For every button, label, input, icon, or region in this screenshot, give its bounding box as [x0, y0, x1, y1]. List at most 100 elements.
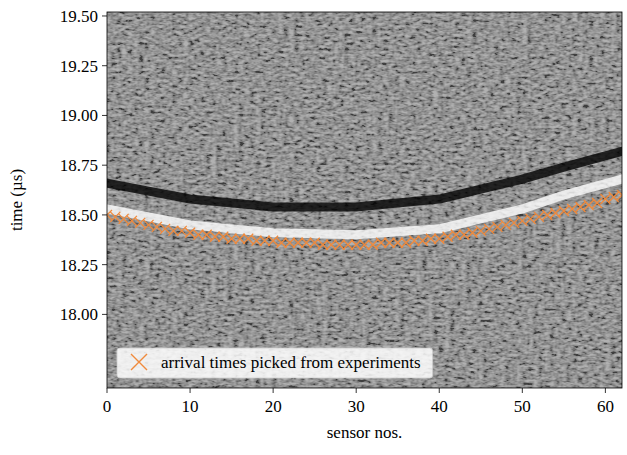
arrival-marker: [177, 226, 187, 236]
arrival-marker: [484, 224, 494, 234]
arrival-marker: [335, 240, 345, 250]
arrival-marker: [318, 240, 328, 250]
arrival-marker: [517, 216, 527, 226]
arrival-marker: [418, 236, 428, 246]
y-tick-label: 18.25: [60, 256, 98, 275]
arrival-marker: [443, 232, 453, 242]
arrival-marker: [127, 216, 137, 226]
arrival-marker: [551, 208, 561, 218]
legend: arrival times picked from experiments: [117, 348, 433, 378]
y-tick: [102, 65, 107, 66]
arrival-marker: [526, 214, 536, 224]
arrival-marker: [467, 228, 477, 238]
x-tick-label: 50: [514, 397, 531, 416]
arrival-marker: [559, 206, 569, 216]
y-tick: [102, 165, 107, 166]
arrival-marker: [584, 200, 594, 210]
arrival-marker: [268, 236, 278, 246]
arrival-marker: [252, 236, 262, 246]
x-axis-title: sensor nos.: [327, 423, 403, 442]
wavefront-band: [107, 179, 622, 235]
arrival-marker: [542, 210, 552, 220]
arrival-marker: [210, 232, 220, 242]
x-tick-label: 60: [597, 397, 614, 416]
x-tick: [190, 388, 191, 393]
arrival-marker: [376, 238, 386, 248]
image-background: [107, 12, 622, 388]
y-tick: [102, 115, 107, 116]
chart: 0 10 20 30 40 50 60 18.00 18.25 18.50 18.75 19.00 19…: [0, 0, 627, 455]
y-tick-label: 19.00: [60, 106, 98, 125]
arrival-marker: [451, 230, 461, 240]
arrival-marker: [434, 234, 444, 244]
arrival-marker: [617, 190, 622, 200]
arrival-marker: [326, 240, 336, 250]
arrival-marker: [575, 202, 585, 212]
arrival-marker: [409, 236, 419, 246]
arrival-marker: [401, 238, 411, 248]
arrival-marker: [534, 212, 544, 222]
arrival-marker: [476, 226, 486, 236]
arrival-marker: [459, 230, 469, 240]
arrival-marker: [600, 194, 610, 204]
legend-marker: [131, 354, 147, 370]
arrival-marker: [243, 234, 253, 244]
arrival-marker: [185, 228, 195, 238]
arrival-marker: [160, 224, 170, 234]
arrival-marker: [567, 204, 577, 214]
x-tick: [107, 388, 108, 393]
arrival-marker: [276, 238, 286, 248]
arrival-marker: [119, 214, 129, 224]
arrival-marker: [368, 240, 378, 250]
y-tick-label: 19.25: [60, 57, 98, 76]
arrival-marker: [107, 210, 112, 220]
arrival-marker: [218, 232, 228, 242]
arrival-marker: [227, 234, 237, 244]
legend-label: arrival times picked from experiments: [161, 353, 421, 372]
frame: [107, 12, 622, 388]
x-tick-label: 0: [103, 397, 112, 416]
y-tick-label: 18.50: [60, 206, 98, 225]
image-noise: [107, 12, 622, 388]
x-tick-label: 20: [265, 397, 282, 416]
y-tick-label: 19.50: [60, 7, 98, 26]
x-tick-label: 30: [348, 397, 365, 416]
x-tick: [605, 388, 606, 393]
arrival-marker: [426, 234, 436, 244]
arrival-marker: [202, 230, 212, 240]
plot-area: [107, 12, 622, 388]
arrival-marker: [144, 220, 154, 230]
arrival-marker: [351, 240, 361, 250]
arrival-marker: [384, 238, 394, 248]
arrival-marker: [509, 218, 519, 228]
arrival-marker: [609, 192, 619, 202]
arrival-marker: [343, 240, 353, 250]
x-tick: [522, 388, 523, 393]
x-tick-label: 10: [182, 397, 199, 416]
arrival-marker: [285, 238, 295, 248]
arrival-marker: [501, 220, 511, 230]
y-tick: [102, 314, 107, 315]
x-tick: [273, 388, 274, 393]
x-tick: [439, 388, 440, 393]
arrival-marker: [393, 238, 403, 248]
arrival-marker: [193, 230, 203, 240]
legend-box: [117, 348, 433, 378]
y-tick-label: 18.00: [60, 305, 98, 324]
y-tick-label: 18.75: [60, 156, 98, 175]
arrival-marker: [152, 222, 162, 232]
arrival-marker: [310, 238, 320, 248]
arrival-marker: [492, 222, 502, 232]
arrival-marker: [360, 240, 370, 250]
y-tick: [102, 214, 107, 215]
arrival-marker: [260, 236, 270, 246]
arrival-marker: [235, 234, 245, 244]
arrival-marker: [293, 238, 303, 248]
y-axis-title: time (µs): [7, 169, 26, 231]
x-tick: [356, 388, 357, 393]
arrival-marker: [110, 212, 120, 222]
arrival-marker: [135, 218, 145, 228]
arrival-marker: [301, 238, 311, 248]
x-tick-label: 40: [431, 397, 448, 416]
y-tick: [102, 15, 107, 16]
